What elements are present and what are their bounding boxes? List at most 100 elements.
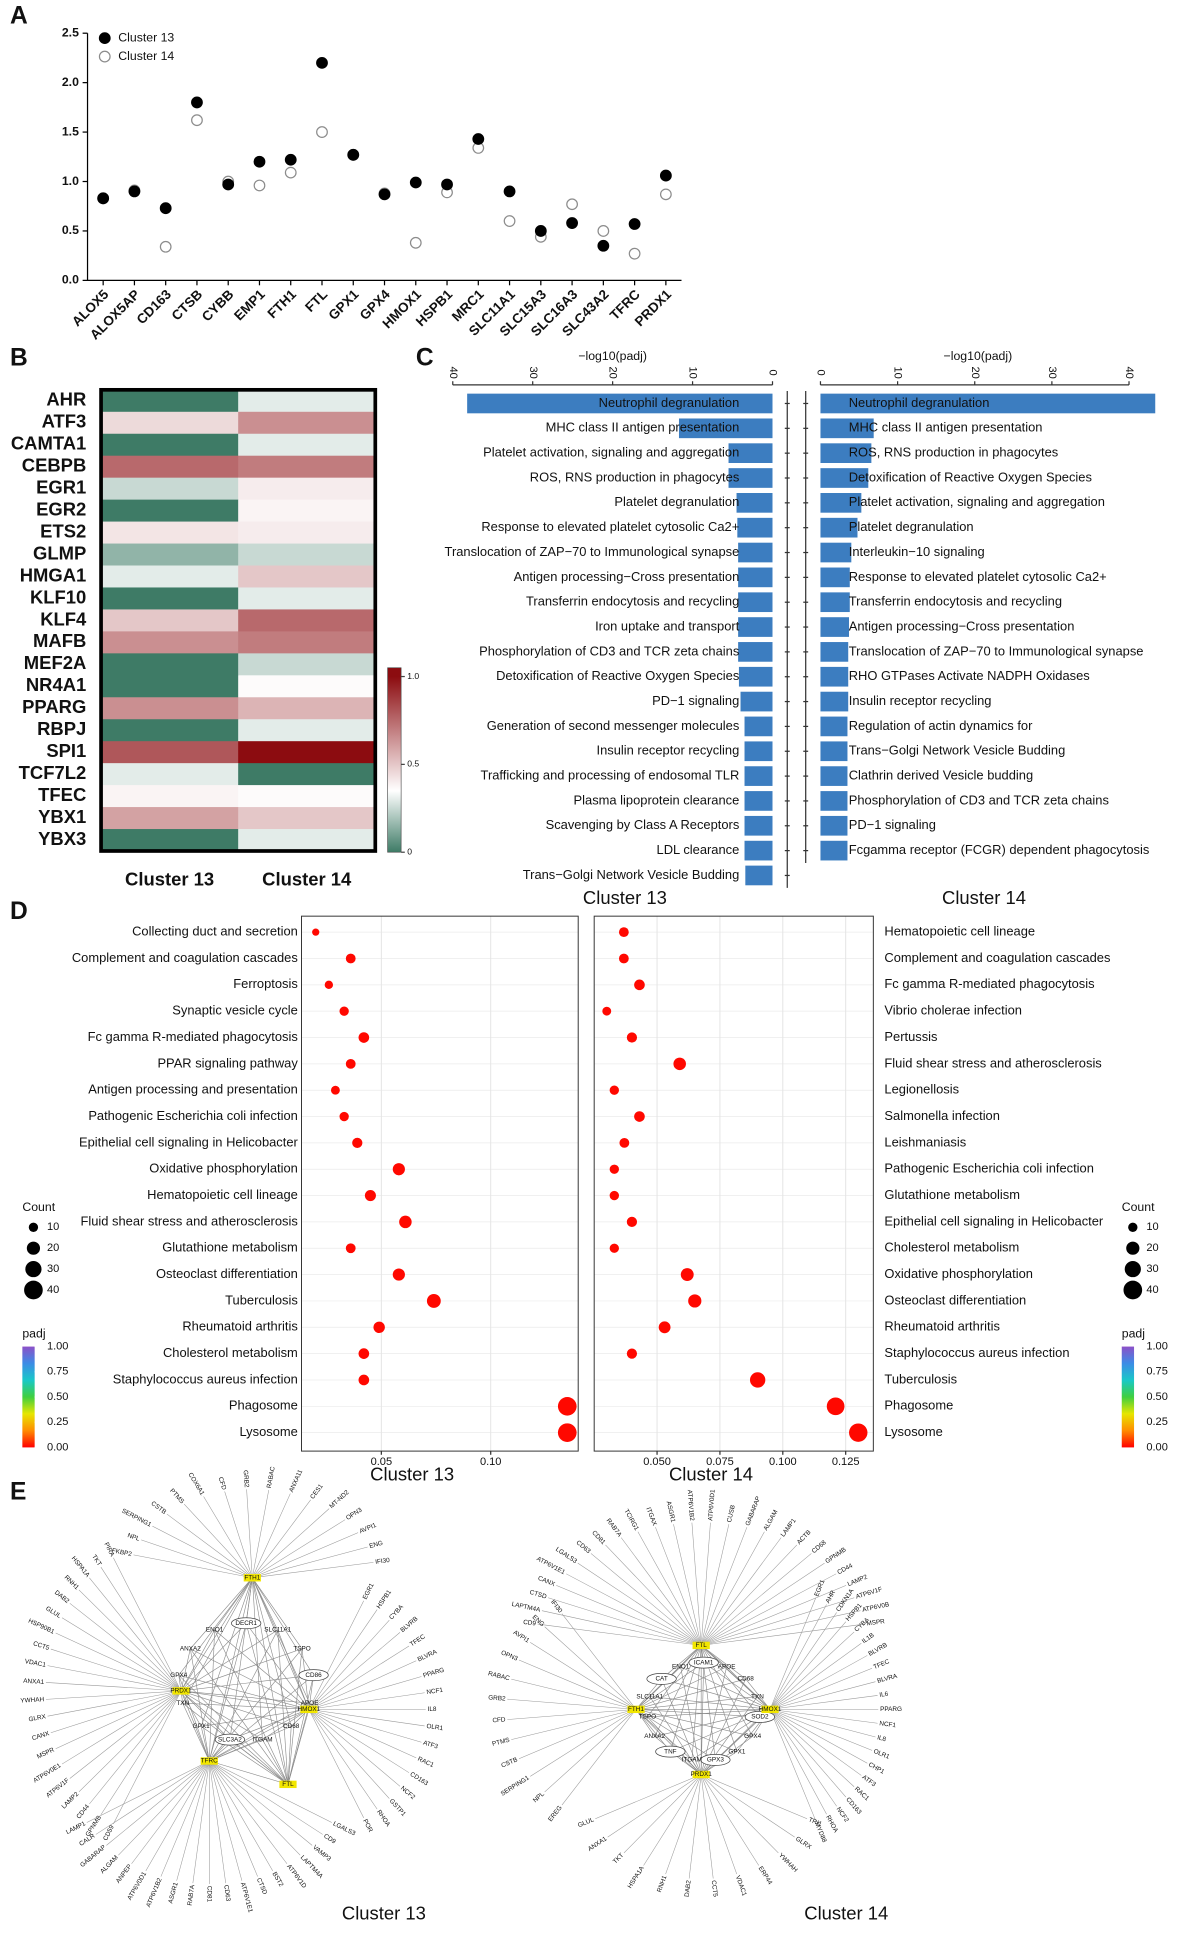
leaf-label: IFI30 [375, 1557, 391, 1566]
bar [738, 666, 773, 687]
edge [180, 1690, 210, 1762]
leaf-label: CD81 [206, 1886, 213, 1903]
size-legend-label: 40 [1146, 1284, 1158, 1296]
edge [769, 1709, 837, 1807]
edge [643, 1774, 702, 1866]
row-label: GLMP [33, 542, 86, 563]
edge [647, 1716, 702, 1775]
edge [561, 1709, 637, 1806]
inner-node-label: TXN [751, 1693, 764, 1700]
edge [700, 1774, 714, 1879]
x-tick-label: 0.10 [480, 1456, 502, 1468]
edge [769, 1709, 827, 1815]
edge [769, 1621, 847, 1710]
x-tick-label: 10 [687, 366, 699, 378]
edge [113, 1690, 182, 1825]
bar [467, 393, 773, 414]
size-legend-dot [28, 1222, 39, 1232]
bubble [557, 1423, 577, 1442]
bubble [619, 1137, 630, 1148]
chart-title: Cluster 14 [942, 887, 1026, 908]
y-tick-label: 0.0 [62, 273, 79, 287]
inner-node-label: ANXA2 [644, 1733, 665, 1740]
edge [160, 1760, 210, 1877]
leaf-label: CTSD [529, 1589, 548, 1601]
edge [208, 1630, 215, 1762]
leaf-label: PTMS [491, 1737, 510, 1748]
y-tick-label: 1.0 [62, 174, 79, 188]
bubble [634, 979, 645, 991]
bar [728, 468, 773, 488]
leaf-label: OLR1 [426, 1723, 444, 1732]
edge [209, 1760, 273, 1872]
edge [277, 1629, 310, 1710]
edge [700, 1645, 746, 1680]
heat-cell [238, 697, 376, 720]
row-label: YBX3 [38, 828, 86, 849]
panel-label: E [10, 1478, 26, 1505]
network-title: Cluster 13 [342, 1903, 426, 1924]
edge [182, 1702, 309, 1710]
heat-cell [238, 411, 376, 435]
edge [635, 1666, 681, 1710]
edge [769, 1709, 847, 1798]
heat-cell [101, 477, 239, 500]
row-label: RBPJ [37, 718, 86, 739]
edge [166, 1513, 253, 1578]
edge [252, 1577, 263, 1740]
category-label: Clathrin derived Vesicle budding [849, 767, 1033, 782]
category-label: Staphylococcus aureus infection [884, 1345, 1069, 1360]
edge [770, 1709, 878, 1724]
color-legend-label: 0.50 [1146, 1391, 1168, 1403]
edge [252, 1577, 289, 1785]
edge [769, 1612, 837, 1710]
edge [769, 1668, 873, 1710]
inner-node-label: ITGAM [252, 1736, 272, 1743]
bar [736, 493, 773, 513]
panel-label: B [10, 345, 28, 372]
bar [740, 691, 773, 712]
point [534, 225, 547, 237]
edge [769, 1709, 868, 1764]
y-tick-label: 1.5 [62, 124, 79, 138]
hub-label: HMOX1 [759, 1706, 782, 1713]
edge [180, 1690, 310, 1704]
edge [86, 1760, 210, 1823]
leaf-label: RAB7A [187, 1884, 197, 1906]
edge [661, 1645, 702, 1680]
inner-node-ring [744, 1711, 776, 1723]
category-label: Translocation of ZAP−70 to Immunological… [445, 544, 740, 559]
leaf-label: IL8 [876, 1734, 887, 1743]
edge [595, 1774, 702, 1819]
edge [700, 1531, 765, 1646]
row-label: TCF7L2 [19, 762, 87, 783]
edge [180, 1690, 309, 1710]
y-tick-label: 2.5 [62, 25, 79, 39]
edge [180, 1629, 215, 1692]
x-tick-label: 0.075 [706, 1456, 734, 1468]
heat-cell [238, 785, 376, 808]
color-legend-label: 0.00 [1146, 1441, 1168, 1453]
category-label: Antigen processing−Cross presentation [514, 569, 740, 584]
edge [308, 1692, 425, 1710]
column-label: Cluster 13 [125, 868, 214, 889]
category-label: Platelet activation, signaling and aggre… [849, 494, 1105, 509]
edge [769, 1643, 862, 1710]
x-tick-label: 40 [1123, 366, 1135, 378]
size-legend-dot [1126, 1241, 1140, 1255]
bar [820, 840, 848, 861]
heat-cell [101, 785, 239, 808]
edge [180, 1690, 292, 1727]
bar [820, 418, 874, 439]
colorbar-tick-label: 1.0 [407, 671, 419, 681]
edge [511, 1709, 637, 1740]
bubble [618, 927, 629, 938]
x-tick-label: 30 [527, 366, 539, 378]
edge [190, 1648, 289, 1785]
category-label: Response to elevated platelet cytosolic … [849, 569, 1107, 584]
color-legend-title: padj [1122, 1327, 1145, 1341]
edge [700, 1645, 771, 1710]
leaf-label: CD9 [523, 1619, 537, 1628]
x-tick-label: 40 [447, 366, 459, 378]
edge [209, 1702, 310, 1762]
